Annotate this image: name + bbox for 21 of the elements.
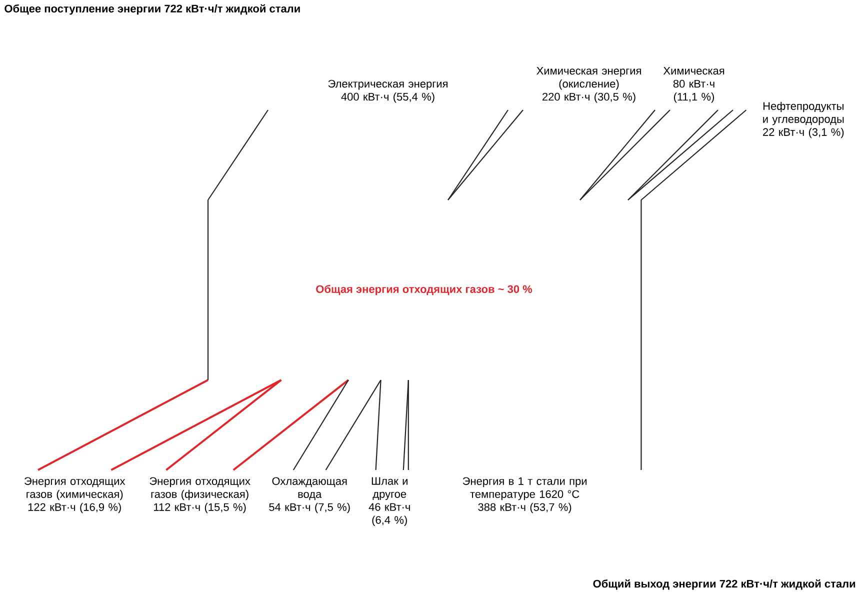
data-label: 54 кВт·ч (7,5 %) <box>269 502 350 514</box>
category-label: Электрическая энергия <box>328 80 448 90</box>
category-label: Нефтепродукты и углеводороды <box>763 102 844 126</box>
data-label: 220 кВт·ч (30,5 %) <box>542 92 636 103</box>
category-label: Энергия отходящих газов (физическая) <box>150 477 250 500</box>
data-label: 46 кВт·ч (6,4 %) <box>368 503 410 526</box>
data-label: 122 кВт·ч (16,9 %) <box>28 502 121 514</box>
data-label: 80 кВт·ч (11,1 %) <box>673 80 714 103</box>
category-label: Энергия отходящих газов (химическая) <box>24 477 126 500</box>
category-label: Химическая <box>663 66 724 75</box>
data-label: 400 кВт·ч (55,4 %) <box>341 92 434 103</box>
text: Общая энергия отходящих газов ~ 30 % <box>316 284 532 296</box>
text: Общий выход энергии 722 кВт·ч/т жидкой стали <box>593 579 856 590</box>
category-label: Шлак и другое <box>372 477 408 500</box>
category-label: Энергия в 1 т стали при температуре 1620 °C <box>462 477 587 500</box>
category-label: Охлаждающая вода <box>272 477 347 500</box>
data-label: 22 кВт·ч (3,1 %) <box>763 128 844 138</box>
data-label: 388 кВт·ч (53,7 %) <box>478 502 572 514</box>
text: Общее поступление энергии 722 кВт·ч/т жидкой стали <box>4 4 300 15</box>
category-label: Химическая энергия (окисление) <box>536 66 641 90</box>
data-label: 112 кВт·ч (15,5 %) <box>154 502 246 514</box>
